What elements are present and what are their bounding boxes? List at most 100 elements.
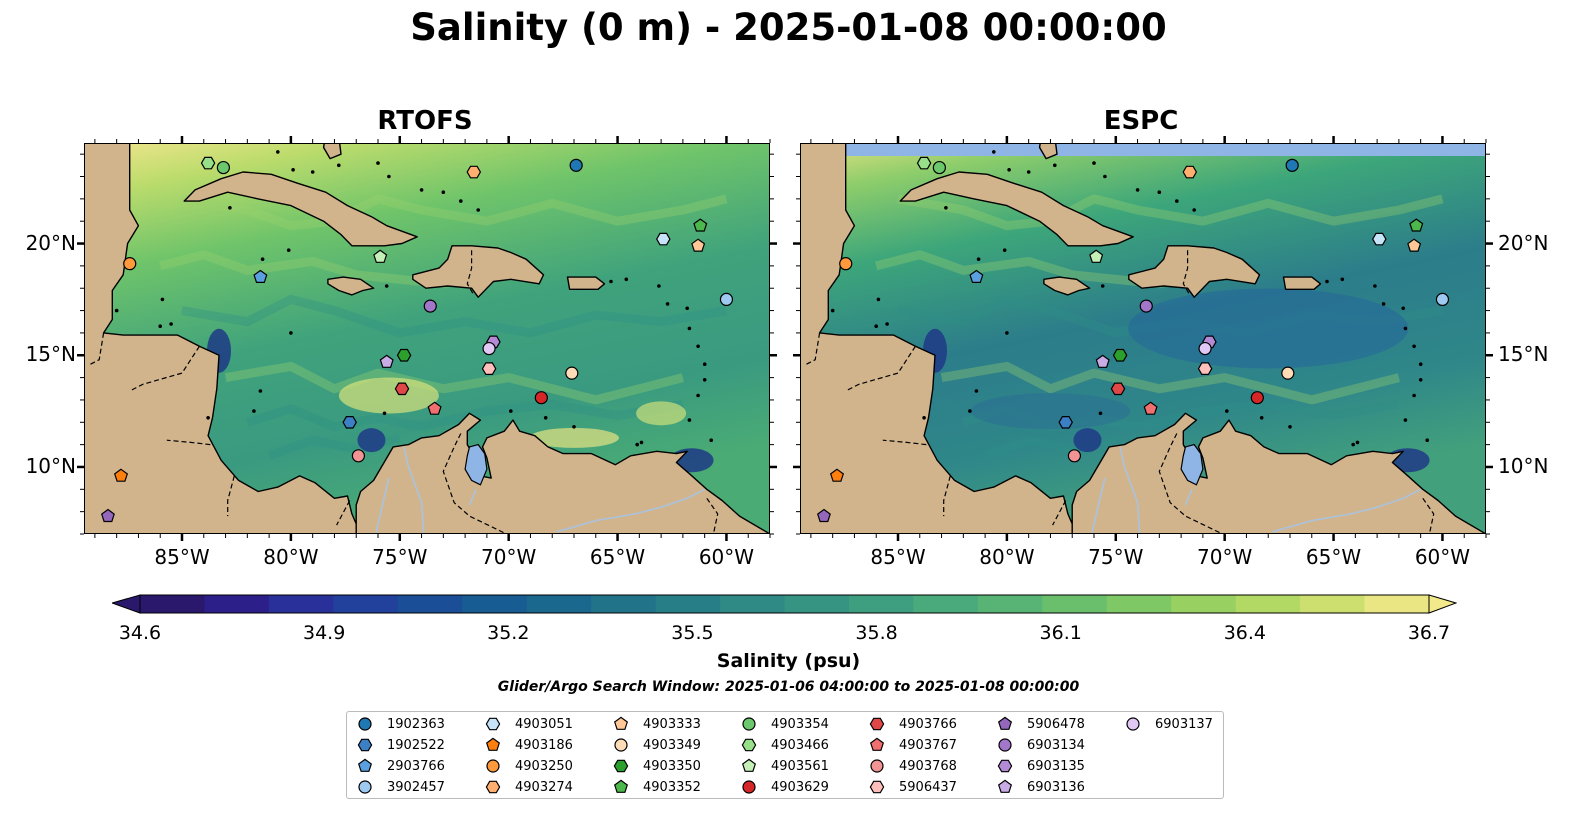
- float-marker: [932, 160, 946, 175]
- float-marker: [100, 508, 115, 523]
- map-panel-espc: [800, 143, 1486, 534]
- country-border: [166, 439, 211, 446]
- small-island: [974, 389, 979, 393]
- river-plume: [357, 428, 386, 453]
- float-marker: [253, 269, 268, 283]
- small-island: [419, 188, 424, 192]
- legend-marker: [486, 759, 500, 773]
- lon-tick-label: 85°W: [870, 545, 926, 569]
- small-island: [1425, 438, 1429, 443]
- small-island: [228, 206, 232, 210]
- lat-tick-label-left: 15°N: [25, 342, 76, 367]
- map-panel-rtofs: [84, 143, 770, 534]
- puerto-rico-land: [566, 276, 606, 291]
- small-island: [1412, 344, 1416, 349]
- river: [1272, 488, 1422, 533]
- country-border: [845, 345, 916, 392]
- legend-marker-icon: [357, 738, 373, 752]
- lat-tick-label-left: 10°N: [25, 453, 76, 478]
- high-salinity-patch: [529, 427, 619, 448]
- small-island: [289, 331, 293, 335]
- legend-marker-icon: [613, 716, 629, 730]
- small-island: [160, 297, 165, 302]
- small-island: [276, 150, 280, 154]
- country-border: [336, 500, 351, 526]
- colorbar-segment: [397, 595, 463, 613]
- lon-tick-label: 70°W: [1197, 545, 1253, 569]
- south-america-land: [1071, 412, 1486, 534]
- map-frame: [800, 143, 1486, 534]
- colorbar-label: Salinity (psu): [716, 650, 861, 672]
- legend-marker: [869, 717, 885, 731]
- colorbar-segment: [1300, 595, 1366, 613]
- legend-marker: [869, 780, 885, 794]
- small-island: [169, 322, 173, 326]
- small-island: [1157, 190, 1162, 194]
- colorbar-segment: [1042, 595, 1108, 613]
- legend-label: 3902457: [387, 779, 445, 795]
- legend-label: 4903629: [771, 779, 829, 795]
- legend-entry: 4903051: [485, 714, 573, 734]
- small-island: [1092, 161, 1096, 165]
- float-marker: [1198, 341, 1212, 356]
- small-island: [1381, 302, 1386, 306]
- small-island: [258, 389, 263, 393]
- legend-entry: 3902457: [357, 777, 445, 797]
- colorbar-segment: [591, 595, 657, 613]
- country-border: [1052, 500, 1067, 526]
- float-marker: [396, 348, 412, 362]
- legend-marker-icon: [869, 737, 885, 751]
- float-marker: [816, 508, 831, 523]
- small-island: [260, 257, 265, 261]
- small-island: [114, 308, 119, 313]
- small-island: [543, 416, 548, 420]
- salinity-eddy: [897, 194, 1444, 231]
- legend-label: 4903561: [771, 758, 829, 774]
- hispaniola-land: [1128, 245, 1261, 298]
- cuba-land: [183, 171, 418, 247]
- lon-tick-label: 65°W: [1305, 545, 1362, 569]
- legend-marker: [613, 779, 629, 793]
- small-island: [1053, 163, 1057, 168]
- country-border: [227, 475, 235, 517]
- float-marker: [916, 156, 932, 170]
- small-island: [876, 297, 881, 302]
- legend-marker-icon: [869, 717, 885, 731]
- hispaniola-land: [412, 245, 545, 298]
- small-island: [1026, 170, 1031, 174]
- float-marker: [691, 238, 706, 252]
- legend-marker-icon: [1126, 717, 1140, 731]
- float-marker: [1435, 292, 1450, 306]
- legend-entry: 1902363: [357, 714, 445, 734]
- small-island: [1340, 277, 1345, 282]
- country-border: [1182, 250, 1191, 296]
- lon-tick-label: 65°W: [589, 545, 646, 569]
- legend-entry: 4903352: [613, 777, 701, 797]
- float-marker: [423, 299, 437, 313]
- small-island: [1002, 248, 1007, 252]
- legend-entry: 6903136: [997, 777, 1085, 797]
- small-island: [1403, 418, 1408, 422]
- small-island: [1192, 208, 1196, 212]
- float-marker: [1372, 232, 1387, 246]
- legend-marker-icon: [486, 759, 500, 773]
- legend-entry: 6903134: [997, 735, 1085, 755]
- legend-marker-icon: [358, 717, 372, 731]
- small-island: [441, 190, 446, 194]
- colorbar-segment: [1235, 595, 1301, 613]
- legend-entry: 1902522: [357, 735, 445, 755]
- legend-label: 4903466: [771, 737, 829, 753]
- small-island: [687, 326, 692, 331]
- small-island: [206, 416, 210, 420]
- colorbar-segment: [462, 595, 528, 613]
- legend-entry: 5906437: [869, 777, 957, 797]
- country-border: [882, 439, 927, 446]
- lon-tick-label: 80°W: [979, 545, 1035, 569]
- legend-label: 4903767: [899, 737, 957, 753]
- colorbar-segment: [333, 595, 399, 613]
- legend-marker: [741, 738, 757, 752]
- colorbar-tick-label: 34.9: [302, 622, 346, 644]
- small-island: [992, 150, 996, 154]
- legend-label: 4903768: [899, 758, 957, 774]
